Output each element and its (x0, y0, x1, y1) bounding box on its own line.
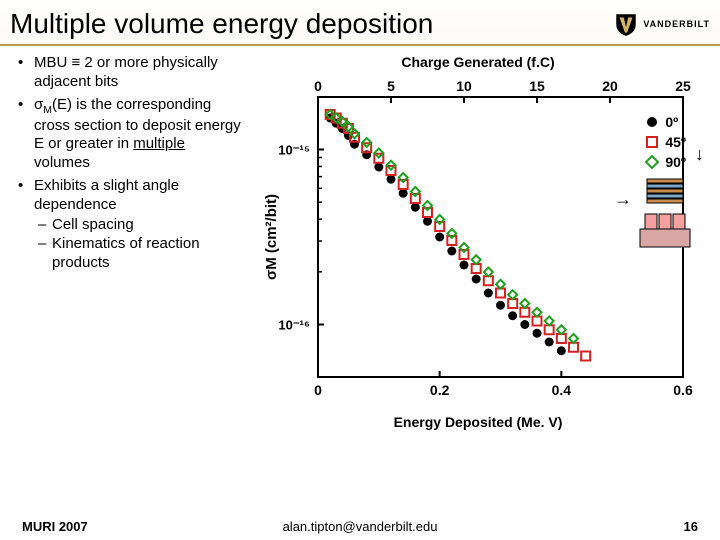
content-area: MBU ≡ 2 or more physically adjacent bits… (0, 46, 720, 466)
legend-item: 0º (645, 114, 686, 130)
legend-item: 45º (645, 134, 686, 150)
legend-label: 0º (665, 114, 678, 130)
footer: MURI 2007 alan.tipton@vanderbilt.edu 16 (0, 519, 720, 534)
chart-x-axis-label: Energy Deposited (Me. V) (248, 414, 708, 430)
svg-text:5: 5 (387, 78, 395, 94)
arrow-right-icon: → (614, 189, 632, 210)
svg-text:0.4: 0.4 (552, 382, 572, 398)
logo-text: VANDERBILT (643, 19, 710, 29)
footer-center: alan.tipton@vanderbilt.edu (283, 519, 438, 534)
svg-text:0: 0 (314, 382, 322, 398)
svg-text:0.2: 0.2 (430, 382, 450, 398)
svg-text:10⁻¹⁶: 10⁻¹⁶ (278, 318, 310, 333)
title-bar: Multiple volume energy deposition VANDER… (0, 0, 720, 46)
cross-section-chart: 0 0.2 0.4 0.6 0 5 10 15 20 25 10⁻¹⁵ 10⁻¹⁶ σM (cm²/bi… (258, 72, 698, 412)
chart-area: Charge Generated (f.C) 0 0.2 0.4 0.6 0 5 10 15 2… (248, 54, 708, 466)
vanderbilt-logo: VANDERBILT (613, 11, 710, 37)
chart-top-axis-label: Charge Generated (f.C) (248, 54, 708, 70)
footer-page-number: 16 (684, 519, 698, 534)
bullet-item: Exhibits a slight angle dependenceCell s… (18, 177, 242, 273)
arrow-down-icon: ↓ (695, 144, 704, 165)
legend-label: 90º (665, 154, 686, 170)
svg-text:σM (cm²/bit): σM (cm²/bit) (263, 194, 280, 280)
chart-legend: 0º 45º 90º (645, 114, 686, 174)
sub-bullet-item: Kinematics of reaction products (34, 235, 242, 273)
legend-marker-icon (645, 155, 659, 169)
svg-text:10: 10 (456, 78, 472, 94)
sub-bullet-item: Cell spacing (34, 216, 242, 235)
svg-text:10⁻¹⁵: 10⁻¹⁵ (278, 143, 310, 158)
legend-marker-icon (645, 135, 659, 149)
slide-title: Multiple volume energy deposition (10, 8, 433, 40)
svg-text:25: 25 (675, 78, 691, 94)
svg-text:0.6: 0.6 (673, 382, 693, 398)
device-thumbnail (634, 174, 696, 254)
bullet-item: σM(E) is the corresponding cross section… (18, 96, 242, 173)
legend-marker-icon (645, 115, 659, 129)
bullet-list: MBU ≡ 2 or more physically adjacent bits… (18, 54, 248, 466)
bullet-item: MBU ≡ 2 or more physically adjacent bits (18, 54, 242, 92)
svg-text:15: 15 (529, 78, 545, 94)
svg-text:0: 0 (314, 78, 322, 94)
legend-item: 90º (645, 154, 686, 170)
footer-left: MURI 2007 (22, 519, 88, 534)
legend-label: 45º (665, 134, 686, 150)
svg-text:20: 20 (602, 78, 618, 94)
shield-v-icon (613, 11, 639, 37)
